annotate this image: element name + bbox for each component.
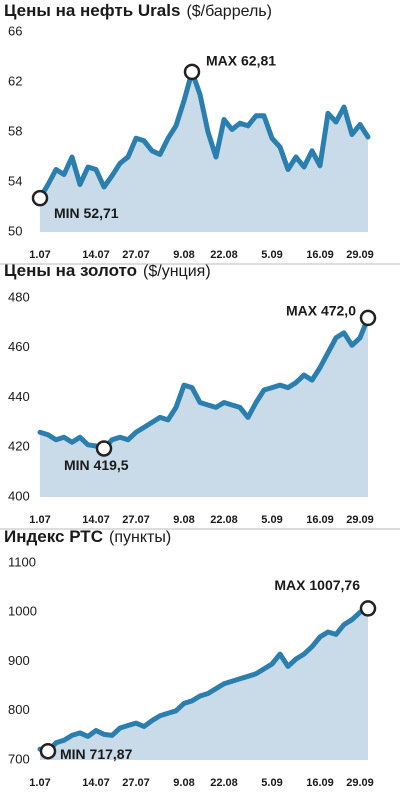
x-tick-label: 29.09 [346,249,374,261]
line [37,315,371,451]
y-tick-label: 480 [8,289,30,304]
x-tick-label: 1.07 [29,514,50,526]
max-marker [359,309,377,327]
x-tick-label: 16.09 [306,249,334,261]
x-tick-label: 29.09 [346,777,374,789]
y-tick-label: 800 [8,702,30,717]
y-tick-label: 700 [8,751,30,766]
area [40,608,368,760]
x-tick-label: 9.08 [173,249,194,261]
x-tick-label: 1.07 [29,249,50,261]
x-tick-label: 5.09 [261,514,282,526]
x-tick-label: 14.07 [82,514,110,526]
units-text: ($/унция) [143,263,211,280]
title-text: Цены на золото [4,261,137,280]
min-marker [39,742,57,760]
y-tick-label: 460 [8,339,30,354]
y-tick-label: 1100 [8,554,36,569]
max-marker [183,63,201,81]
x-tick-label: 14.07 [82,249,110,261]
x-tick-label: 22.08 [210,777,238,789]
y-tick-label: 66 [8,23,22,38]
x-tick-label: 27.07 [122,777,150,789]
x-tick-label: 14.07 [82,777,110,789]
x-tick-label: 5.09 [261,777,282,789]
y-tick-label: 900 [8,653,30,668]
units-text: ($/баррель) [186,3,272,20]
y-tick-label: 58 [8,123,22,138]
min-label: MIN 52,71 [54,205,119,221]
max-label: MAX 472,0 [286,303,356,319]
area [40,71,368,233]
y-tick-label: 50 [8,223,22,238]
line [37,605,371,754]
line [37,69,371,201]
x-tick-label: 9.08 [173,514,194,526]
min-label: MIN 717,87 [60,746,133,762]
title-text: Индекс РТС [4,527,103,546]
x-tick-label: 16.09 [306,514,334,526]
min-label: MIN 419,5 [64,457,129,473]
x-tick-label: 9.08 [173,777,194,789]
chart-title: Цены на нефть Urals ($/баррель) [4,1,272,20]
x-tick-label: 27.07 [122,249,150,261]
y-tick-label: 1000 [8,604,37,619]
max-label: MAX 1007,76 [274,577,360,593]
x-tick-label: 16.09 [306,777,334,789]
x-tick-label: 29.09 [346,514,374,526]
x-tick-label: 5.09 [261,249,282,261]
x-tick-label: 22.08 [210,249,238,261]
chart-title: Цены на золото ($/унция) [4,261,211,280]
x-tick-label: 27.07 [122,514,150,526]
chart-title: Индекс РТС (пункты) [4,527,171,546]
y-tick-label: 400 [8,488,30,503]
units-text: (пункты) [109,529,171,546]
max-marker [359,600,377,617]
title-text: Цены на нефть Urals [4,1,180,20]
y-tick-label: 440 [8,389,30,404]
y-tick-label: 62 [8,73,22,88]
y-tick-label: 420 [8,439,30,454]
x-tick-label: 22.08 [210,514,238,526]
min-marker [31,189,49,207]
max-label: MAX 62,81 [206,53,276,69]
x-tick-label: 1.07 [29,777,50,789]
y-tick-label: 54 [8,173,22,188]
area [40,317,368,497]
min-marker [95,440,113,457]
